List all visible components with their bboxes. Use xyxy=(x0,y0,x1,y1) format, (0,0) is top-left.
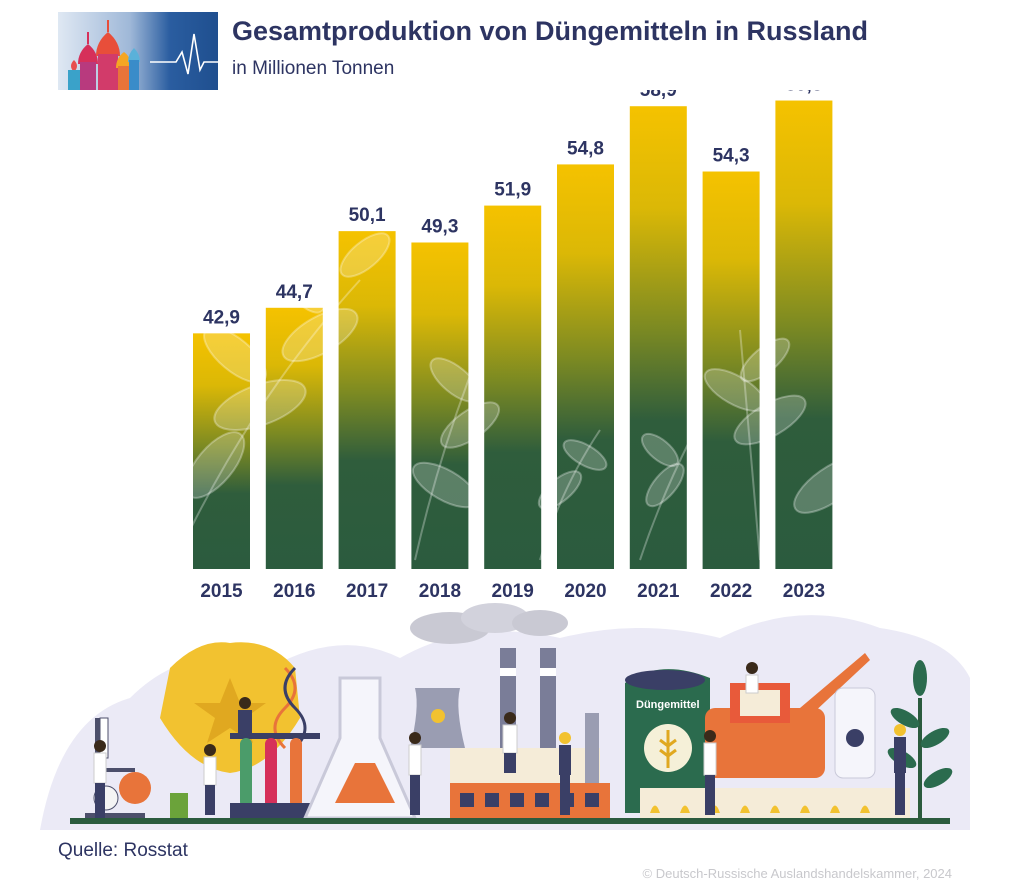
sack-label: Düngemittel xyxy=(636,699,700,711)
bar-2017 xyxy=(338,231,396,569)
test-tubes xyxy=(230,733,320,818)
heartbeat-icon xyxy=(150,33,218,75)
bar-2021 xyxy=(629,106,687,570)
harvester xyxy=(705,653,876,779)
ground-line xyxy=(70,818,950,824)
value-label-2018: 49,3 xyxy=(421,216,458,237)
x-tick-label-2017: 2017 xyxy=(346,581,388,602)
value-label-2017: 50,1 xyxy=(349,205,386,226)
value-label-2015: 42,9 xyxy=(203,307,240,328)
source-text: Quelle: Rosstat xyxy=(58,840,188,861)
value-label-2021: 58,9 xyxy=(640,90,677,101)
leaves-decoration xyxy=(184,232,867,561)
industry-illustration: Düngemittel xyxy=(40,603,970,830)
x-tick-label-2018: 2018 xyxy=(419,581,461,602)
workers xyxy=(93,662,906,818)
bar-2018 xyxy=(411,242,469,569)
value-label-2020: 54,8 xyxy=(567,138,604,159)
value-label-2019: 51,9 xyxy=(494,180,531,201)
x-tick-label-2020: 2020 xyxy=(564,581,606,602)
value-label-2016: 44,7 xyxy=(276,282,313,303)
x-tick-label-2021: 2021 xyxy=(637,581,680,602)
x-axis-labels-group: 2015 2016 2017 2018 2019 2020 2021 2022 2023 xyxy=(200,581,825,602)
bar-chart: 42,9 44,7 50,1 49,3 51,9 54,8 58,9 54,3 59,3 201… xyxy=(184,90,867,602)
value-label-2023: 59,3 xyxy=(785,90,822,96)
x-tick-label-2016: 2016 xyxy=(273,581,315,602)
wheat-field xyxy=(640,788,910,820)
x-tick-label-2023: 2023 xyxy=(783,581,825,602)
bars-group xyxy=(193,100,833,570)
bar-2015 xyxy=(193,333,250,569)
bar-2023 xyxy=(775,100,833,570)
x-tick-label-2019: 2019 xyxy=(492,581,534,602)
chart-title: Gesamtproduktion von Düngemitteln in Rus… xyxy=(232,16,869,46)
value-label-2022: 54,3 xyxy=(713,146,750,167)
x-tick-label-2015: 2015 xyxy=(200,581,243,602)
factory xyxy=(410,603,610,818)
copyright-text: © Deutsch-Russische Auslandshandelskamme… xyxy=(642,866,952,881)
onion-domes-icon xyxy=(68,20,140,90)
bar-2022 xyxy=(702,171,760,569)
bar-2020 xyxy=(557,164,614,569)
value-labels-group: 42,9 44,7 50,1 49,3 51,9 54,8 58,9 54,3 59,3 xyxy=(203,90,822,328)
badge-star-icon xyxy=(160,642,300,773)
wheat-icon xyxy=(659,730,677,768)
bar-2016 xyxy=(265,307,323,569)
bar-2019 xyxy=(484,205,542,569)
x-tick-label-2022: 2022 xyxy=(710,581,752,602)
chart-subtitle: in Millionen Tonnen xyxy=(232,58,395,79)
logo xyxy=(58,12,218,90)
